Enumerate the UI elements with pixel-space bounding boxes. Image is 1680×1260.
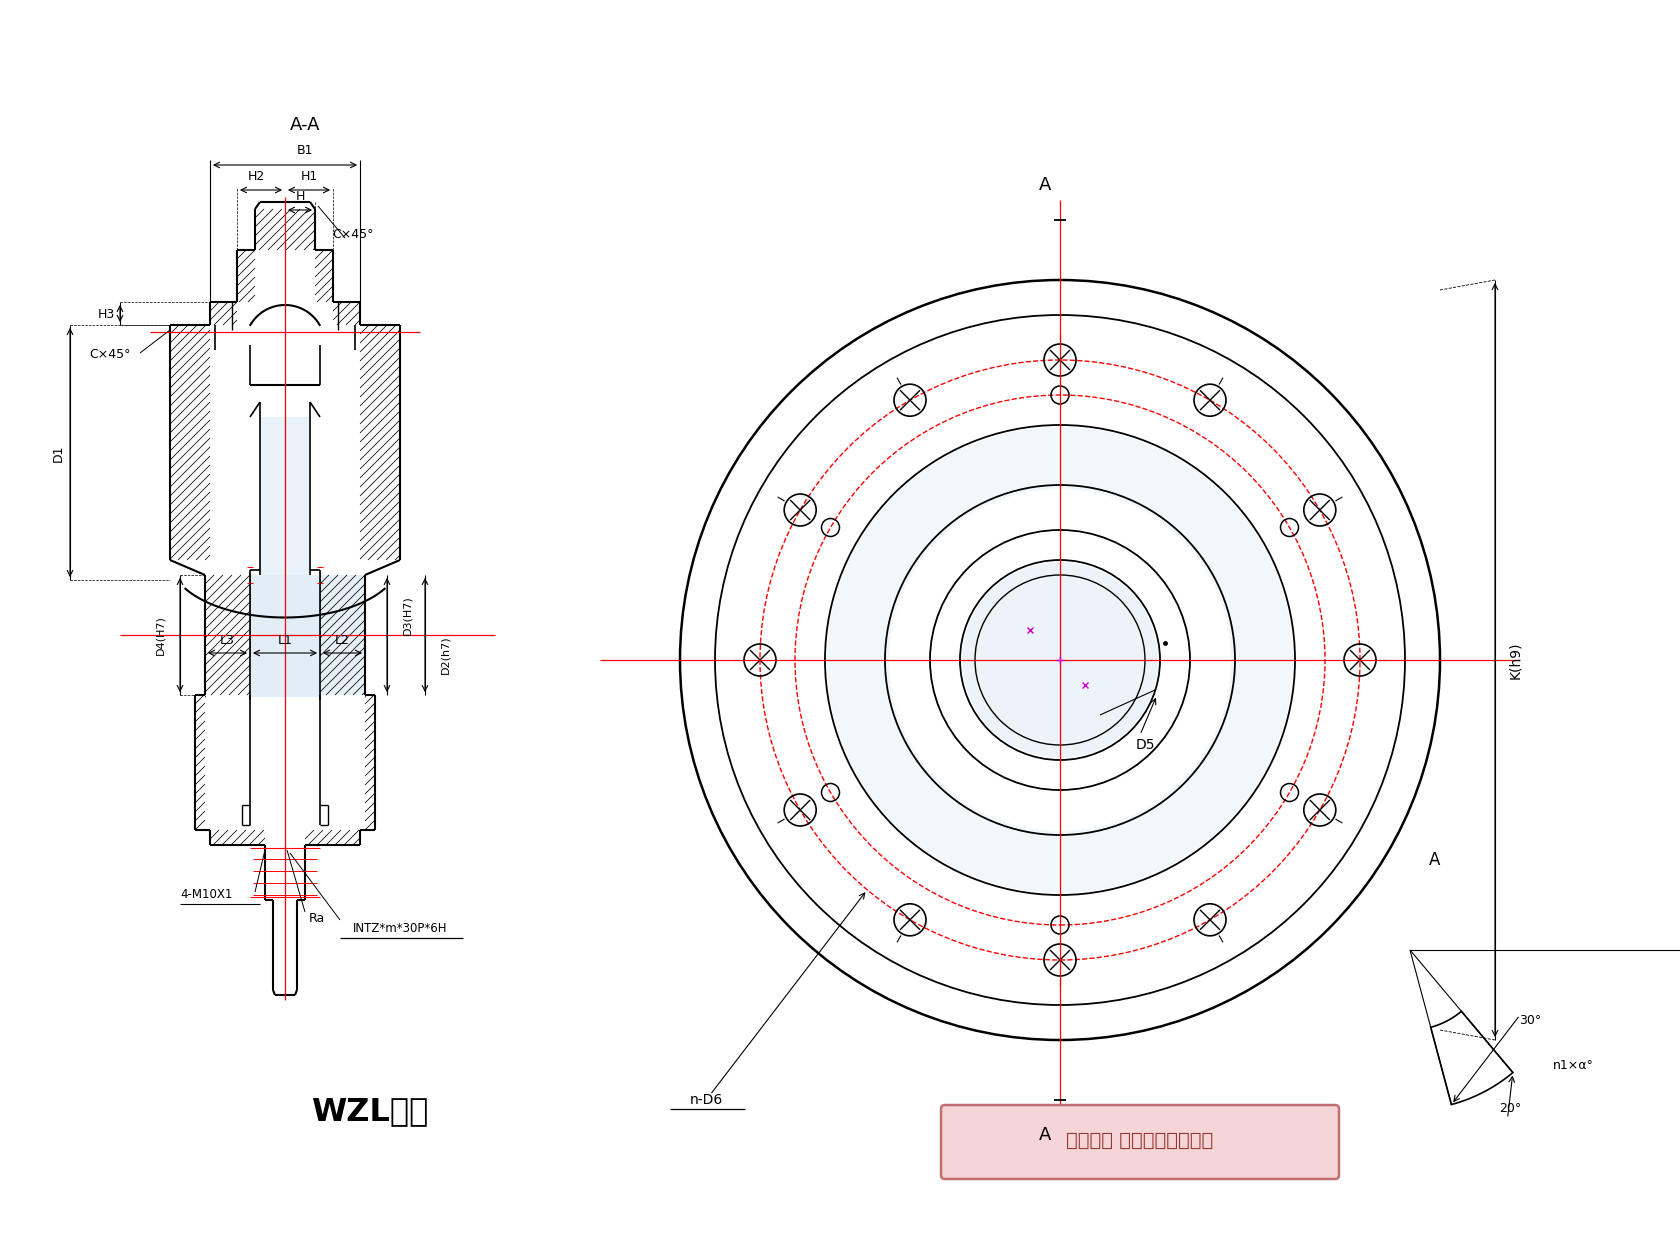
Text: 4-M10X1: 4-M10X1	[180, 888, 232, 901]
Text: A: A	[1038, 176, 1052, 194]
Text: 20°: 20°	[1499, 1101, 1520, 1115]
Text: D3(H7): D3(H7)	[402, 595, 412, 635]
Text: H3: H3	[97, 307, 114, 320]
Bar	[321, 575, 365, 696]
Text: K(h9): K(h9)	[1509, 641, 1522, 679]
Circle shape	[963, 562, 1158, 759]
Text: A: A	[1430, 850, 1441, 869]
Text: L2: L2	[334, 634, 349, 646]
Text: D4(H7): D4(H7)	[155, 615, 165, 655]
Text: H2: H2	[247, 170, 265, 184]
Text: C×45°: C×45°	[333, 228, 373, 242]
Text: H1: H1	[301, 170, 318, 184]
Text: A: A	[1038, 1126, 1052, 1144]
Text: n-D6: n-D6	[690, 1092, 724, 1108]
FancyBboxPatch shape	[941, 1105, 1339, 1179]
Bar	[250, 575, 319, 697]
Text: L1: L1	[277, 634, 292, 646]
Text: H: H	[296, 190, 304, 204]
Text: D5: D5	[1136, 738, 1154, 752]
Text: Ra: Ra	[309, 911, 326, 925]
Text: B1: B1	[297, 145, 312, 158]
Text: 版权所有 侵权必被严厉追究: 版权所有 侵权必被严厉追究	[1067, 1130, 1213, 1149]
Text: n1×α°: n1×α°	[1552, 1060, 1594, 1072]
Text: D2(h7): D2(h7)	[440, 636, 450, 674]
Text: L3: L3	[220, 634, 235, 646]
Text: INTZ*m*30P*6H: INTZ*m*30P*6H	[353, 921, 447, 935]
Text: 30°: 30°	[1519, 1013, 1541, 1027]
Text: C×45°: C×45°	[89, 349, 131, 362]
Text: A-A: A-A	[289, 116, 321, 134]
Text: WZL系列: WZL系列	[311, 1096, 428, 1128]
Text: D1: D1	[52, 445, 64, 461]
Bar	[260, 417, 309, 575]
